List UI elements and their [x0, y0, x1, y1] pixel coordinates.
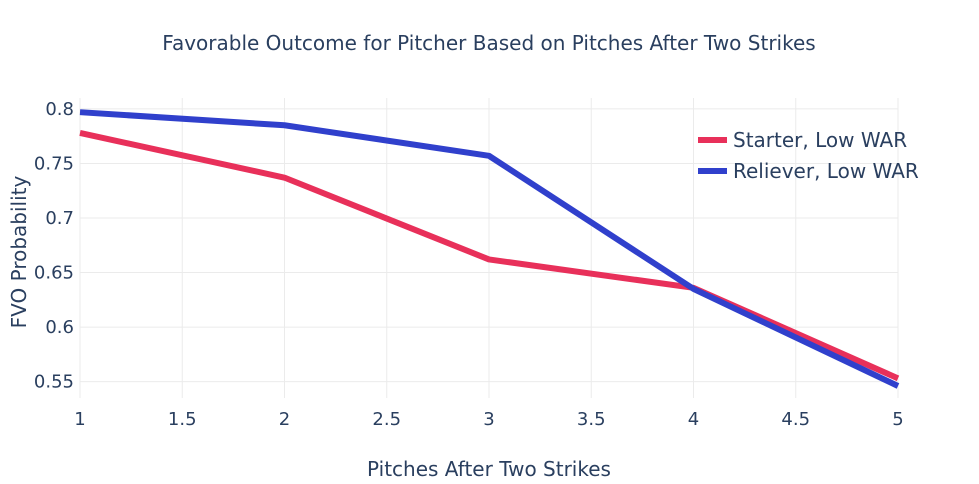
- y-tick-label: 0.6: [45, 317, 74, 338]
- x-axis-ticks: 1 1.5 2 2.5 3 3.5 4 4.5 5: [74, 409, 903, 430]
- y-tick-label: 0.8: [45, 99, 74, 120]
- y-axis-title: FVO Probability: [7, 176, 31, 329]
- y-tick-label: 0.55: [34, 372, 74, 393]
- legend-label: Reliever, Low WAR: [733, 159, 919, 183]
- x-tick-label: 2: [279, 409, 290, 430]
- x-tick-label: 1: [74, 409, 85, 430]
- legend: Starter, Low WAR Reliever, Low WAR: [698, 128, 919, 183]
- chart-title: Favorable Outcome for Pitcher Based on P…: [162, 31, 815, 55]
- x-tick-label: 3.5: [577, 409, 606, 430]
- x-tick-label: 2.5: [372, 409, 401, 430]
- x-axis-title: Pitches After Two Strikes: [367, 457, 611, 481]
- series-line-reliever-low-war: [79, 109, 900, 389]
- plot-area: [79, 109, 900, 389]
- x-tick-label: 4.5: [781, 409, 810, 430]
- x-tick-label: 5: [892, 409, 903, 430]
- x-tick-label: 4: [688, 409, 699, 430]
- legend-label: Starter, Low WAR: [733, 128, 907, 152]
- x-tick-label: 1.5: [168, 409, 197, 430]
- y-tick-label: 0.75: [34, 153, 74, 174]
- y-tick-label: 0.7: [45, 208, 74, 229]
- y-axis-ticks: 0.55 0.6 0.65 0.7 0.75 0.8: [34, 99, 74, 393]
- x-tick-label: 3: [483, 409, 494, 430]
- y-tick-label: 0.65: [34, 263, 74, 284]
